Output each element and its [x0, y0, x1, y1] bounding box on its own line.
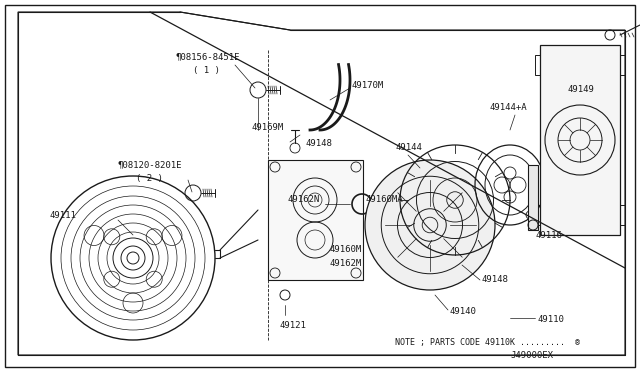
Circle shape: [365, 160, 495, 290]
Text: 49110: 49110: [537, 315, 564, 324]
Text: 49149: 49149: [567, 86, 594, 94]
Bar: [268, 160, 363, 280]
Text: 49160MA: 49160MA: [365, 196, 403, 205]
Text: ¶08120-8201E: ¶08120-8201E: [118, 160, 182, 170]
Bar: [535, 55, 540, 75]
Text: 49169M: 49169M: [252, 124, 284, 132]
Text: 49162N: 49162N: [288, 196, 320, 205]
Text: 49111: 49111: [50, 211, 77, 219]
Circle shape: [374, 198, 386, 210]
Bar: [535, 205, 540, 225]
Text: 49144+A: 49144+A: [490, 103, 527, 112]
Text: 49148: 49148: [482, 276, 509, 285]
Text: J49000EX: J49000EX: [510, 352, 553, 360]
Bar: [528, 165, 538, 230]
Text: ( 2 ): ( 2 ): [136, 173, 163, 183]
Text: 49162M: 49162M: [330, 259, 362, 267]
Bar: [620, 55, 625, 75]
Text: 49116: 49116: [535, 231, 562, 240]
Text: 49144: 49144: [395, 144, 422, 153]
Text: 49140: 49140: [450, 308, 477, 317]
Text: 49121: 49121: [280, 321, 307, 330]
Text: 49148: 49148: [305, 138, 332, 148]
Text: NOTE ; PARTS CODE 49110K .........  ®: NOTE ; PARTS CODE 49110K ......... ®: [395, 337, 580, 346]
Bar: [540, 45, 620, 235]
Text: 49160M: 49160M: [330, 246, 362, 254]
Bar: [620, 205, 625, 225]
Text: ¶08156-8451E: ¶08156-8451E: [175, 52, 239, 61]
Text: 49170M: 49170M: [352, 80, 384, 90]
Text: ( 1 ): ( 1 ): [193, 65, 220, 74]
